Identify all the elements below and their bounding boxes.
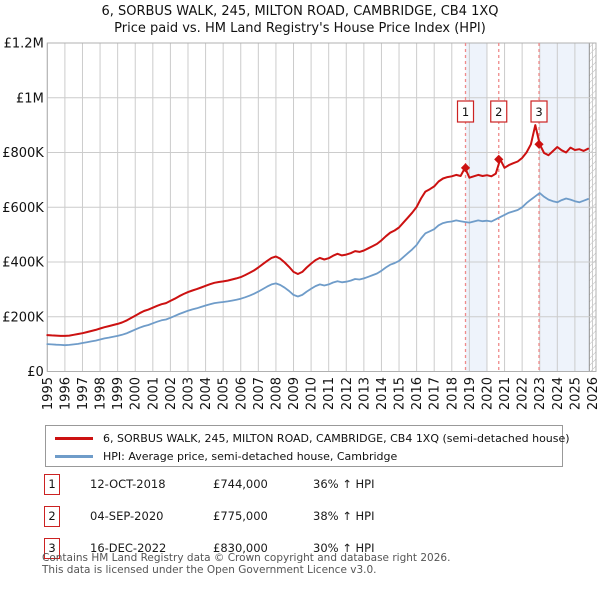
transaction-price: £830,000 xyxy=(213,541,268,555)
transaction-number-box: 1 xyxy=(44,474,60,495)
sale-point-diamond xyxy=(534,139,544,149)
transaction-row: 3 16-DEC-2022 £830,000 30% ↑ HPI xyxy=(0,538,600,560)
y-axis-tick-label: £1.2M xyxy=(4,37,44,52)
chart-legend: 6, SORBUS WALK, 245, MILTON ROAD, CAMBRI… xyxy=(45,425,570,467)
series-line-layer xyxy=(46,124,590,347)
x-axis-tick-label: 2026 xyxy=(586,377,600,410)
plot-border-layer xyxy=(46,42,597,372)
x-axis-tick-label: 2009 xyxy=(287,377,302,410)
sale-date-line-layer xyxy=(464,43,540,372)
x-axis-tick-label: 2016 xyxy=(410,377,425,410)
y-axis-tick-label: £0 xyxy=(27,365,44,380)
transaction-number-box: 3 xyxy=(44,538,60,559)
sale-number-box xyxy=(490,100,508,123)
x-axis-tick-label: 2019 xyxy=(463,377,478,410)
transaction-date: 16-DEC-2022 xyxy=(90,541,167,555)
transaction-row: 2 04-SEP-2020 £775,000 38% ↑ HPI xyxy=(0,506,600,528)
sale-marker-layer: 1 2 3 xyxy=(456,100,548,173)
sale-number-label: 2 xyxy=(495,105,502,119)
attribution-line-2: This data is licensed under the Open Gov… xyxy=(42,563,377,576)
x-axis-tick-label: 1998 xyxy=(94,377,109,410)
hpi-line xyxy=(46,192,589,347)
transaction-hpi-delta: 38% ↑ HPI xyxy=(313,509,375,523)
transaction-price: £775,000 xyxy=(213,509,268,523)
transaction-number-box: 2 xyxy=(44,506,60,527)
plot-border xyxy=(46,42,597,372)
x-axis-tick-label: 2004 xyxy=(199,377,214,410)
x-axis-tick-label: 2015 xyxy=(393,377,408,410)
y-axis-tick-label: £200K xyxy=(2,310,44,325)
y-axis-tick-label: £1M xyxy=(16,91,44,106)
transaction-price: £744,000 xyxy=(213,477,268,491)
x-axis-tick-label: 2018 xyxy=(445,377,460,410)
y-axis-tick-label: £800K xyxy=(2,146,44,161)
y-axis-tick-label: £600K xyxy=(2,201,44,216)
x-axis-tick-label: 2013 xyxy=(357,377,372,410)
legend-line-swatch xyxy=(55,454,93,458)
x-axis-tick-label: 2020 xyxy=(480,377,495,410)
sale-number-label: 3 xyxy=(535,105,542,119)
x-axis-tick-label: 1995 xyxy=(41,377,56,410)
x-axis-tick-label: 2014 xyxy=(375,377,390,410)
attribution-line-1: Contains HM Land Registry data © Crown c… xyxy=(42,552,451,564)
x-axis-tick-label: 2023 xyxy=(533,377,548,410)
sale-point-diamond xyxy=(494,154,504,164)
x-axis-tick-label: 2011 xyxy=(322,377,337,410)
y-axis-tick-label: £400K xyxy=(2,256,44,271)
chart-title-block: 6, SORBUS WALK, 245, MILTON ROAD, CAMBRI… xyxy=(0,3,600,37)
x-axis-tick-label: 2010 xyxy=(305,377,320,410)
x-axis-tick-label: 2005 xyxy=(217,377,232,410)
x-axis-tick-label: 2008 xyxy=(269,377,284,410)
chart-subtitle: Price paid vs. HM Land Registry's House … xyxy=(114,21,486,36)
x-axis-tick-label: 2012 xyxy=(340,377,355,410)
x-axis-tick-label: 2001 xyxy=(146,377,161,410)
chart-title: 6, SORBUS WALK, 245, MILTON ROAD, CAMBRI… xyxy=(101,4,499,19)
x-axis-tick-label: 1997 xyxy=(76,377,91,410)
x-axis-tick-label: 2025 xyxy=(568,377,583,410)
legend-line-swatch xyxy=(55,436,93,440)
x-axis-tick-label: 2007 xyxy=(252,377,267,410)
attribution-footer: Contains HM Land Registry data © Crown c… xyxy=(42,552,582,576)
x-axis-tick-label: 2022 xyxy=(516,377,531,410)
x-axis-tick-label: 2000 xyxy=(129,377,144,410)
legend-label: HPI: Average price, semi-detached house,… xyxy=(103,449,398,463)
x-axis-tick-label: 2017 xyxy=(428,377,443,410)
x-axis-tick-label: 1999 xyxy=(111,377,126,410)
transaction-hpi-delta: 30% ↑ HPI xyxy=(313,541,375,555)
sale-number-label: 1 xyxy=(462,105,469,119)
price-paid-line xyxy=(46,124,590,337)
transaction-date: 04-SEP-2020 xyxy=(90,509,164,523)
transaction-date: 12-OCT-2018 xyxy=(90,477,166,491)
gridline-layer xyxy=(46,42,596,372)
legend-item: HPI: Average price, semi-detached house,… xyxy=(46,447,562,465)
legend-item: 6, SORBUS WALK, 245, MILTON ROAD, CAMBRI… xyxy=(46,429,570,447)
x-axis-tick-label: 2006 xyxy=(234,377,249,410)
legend-label: 6, SORBUS WALK, 245, MILTON ROAD, CAMBRI… xyxy=(103,431,570,445)
x-axis-tick-label: 2021 xyxy=(498,377,513,410)
sale-number-box xyxy=(456,100,475,123)
sale-point-diamond xyxy=(460,163,471,173)
x-axis-tick-label: 1996 xyxy=(58,377,73,410)
transaction-hpi-delta: 36% ↑ HPI xyxy=(313,477,375,491)
x-axis-tick-label: 2024 xyxy=(551,377,566,410)
x-axis-tick-label: 2002 xyxy=(164,377,179,410)
x-axis-tick-label: 2003 xyxy=(181,377,196,410)
sale-number-box xyxy=(530,100,548,123)
transaction-row: 1 12-OCT-2018 £744,000 36% ↑ HPI xyxy=(0,474,600,496)
